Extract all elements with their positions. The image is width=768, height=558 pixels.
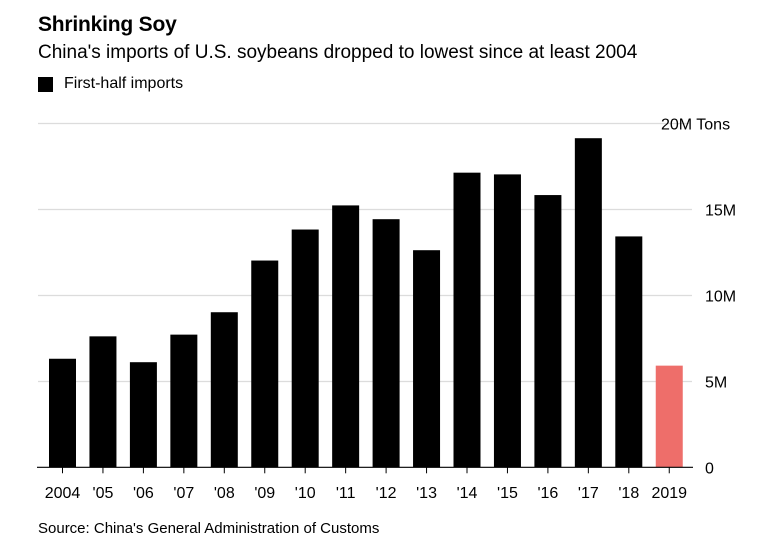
bar <box>332 205 360 468</box>
bar <box>413 250 441 468</box>
x-tick-label: '13 <box>416 485 437 502</box>
legend: First-half imports <box>38 75 183 93</box>
bar <box>493 174 521 468</box>
x-tick-label: '16 <box>537 485 558 502</box>
x-tick-label: '08 <box>214 485 235 502</box>
source-note: Source: China's General Administration o… <box>38 520 380 537</box>
x-tick-label: '18 <box>618 485 639 502</box>
y-tick-label: 10M <box>705 289 736 306</box>
bar <box>210 312 238 468</box>
bar <box>49 358 76 468</box>
bars <box>49 138 683 468</box>
bar <box>534 195 562 468</box>
x-tick-label: '15 <box>497 485 518 502</box>
x-tick-label: '12 <box>376 485 397 502</box>
x-tick-label: '10 <box>295 485 316 502</box>
legend-label: First-half imports <box>64 75 184 92</box>
bar <box>89 336 117 468</box>
y-tick-label: 5M <box>705 375 727 392</box>
x-tick-label: '11 <box>336 485 356 502</box>
x-tick-label: '07 <box>173 485 194 502</box>
legend-swatch <box>38 76 53 92</box>
x-axis-labels: 2004 '05 '06 '07 '08 '09 '10 '11 '12 '13 '14 '15 '16… <box>45 485 687 502</box>
y-tick-label: 20M Tons <box>661 117 730 134</box>
x-tick-label: '14 <box>457 485 478 502</box>
bar <box>372 219 400 468</box>
bar <box>574 138 602 468</box>
x-tick-label: '09 <box>254 485 275 502</box>
x-tick-label: '06 <box>133 485 154 502</box>
bar <box>453 172 481 468</box>
bar <box>291 229 319 468</box>
x-tick-label: '17 <box>578 485 599 502</box>
bar <box>615 236 643 468</box>
y-axis-labels: 0 5M 10M 15M 20M Tons <box>661 117 736 478</box>
y-tick-label: 15M <box>705 203 736 220</box>
x-tick-label: 2019 <box>651 485 687 502</box>
chart-subtitle: China's imports of U.S. soybeans dropped… <box>38 42 638 63</box>
y-tick-label: 0 <box>705 461 714 478</box>
bar <box>170 334 198 468</box>
x-tick-label: '05 <box>93 485 114 502</box>
bar <box>129 362 157 468</box>
chart-title: Shrinking Soy <box>38 13 177 36</box>
x-axis <box>37 466 693 474</box>
x-tick-label: 2004 <box>45 485 81 502</box>
bar <box>655 365 683 468</box>
bar <box>251 260 279 468</box>
